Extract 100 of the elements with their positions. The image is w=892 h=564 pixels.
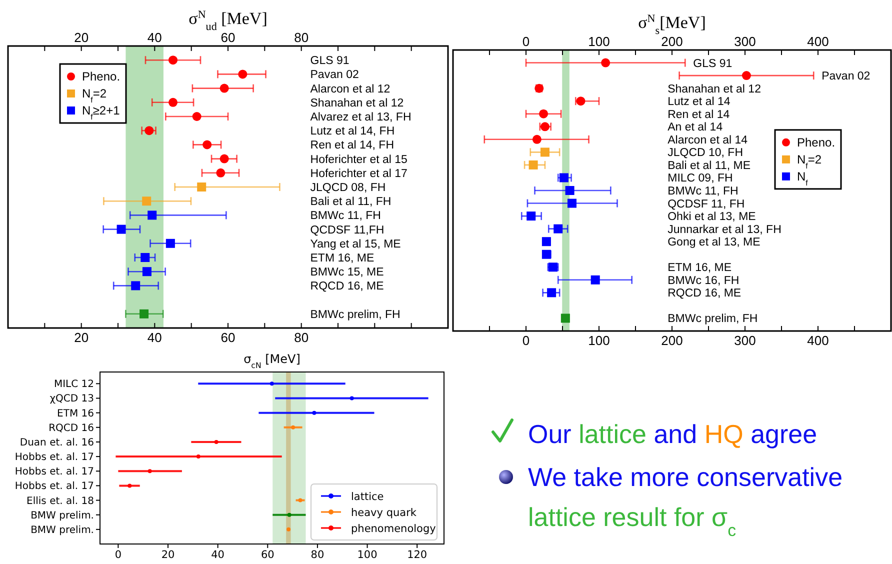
x-tick-label: 200 bbox=[661, 333, 683, 348]
point bbox=[554, 224, 563, 234]
y-tick-label: BMWc 15, ME bbox=[310, 266, 384, 279]
y-tick-label: BMWc prelim, FH bbox=[310, 308, 400, 321]
point bbox=[291, 425, 296, 430]
legend-label: lattice bbox=[351, 491, 384, 503]
y-tick-label: JLQCD 08, FH bbox=[310, 182, 386, 194]
point bbox=[312, 410, 316, 415]
chart-title: σ$^{N}$$_{s}$[MeV] bbox=[638, 13, 706, 37]
x-tick-label: 60 bbox=[260, 549, 274, 561]
y-tick-label: Gong et al 13, ME bbox=[668, 236, 761, 249]
point bbox=[238, 70, 248, 79]
legend-label: N$_{f}$ bbox=[797, 169, 809, 187]
x2-tick-label: 400 bbox=[807, 34, 829, 49]
point bbox=[216, 168, 226, 178]
y-tick-label: Hobbs et. al. 17 bbox=[14, 466, 94, 478]
y-tick-label: BMWc 11, FH bbox=[310, 210, 381, 222]
point bbox=[196, 454, 200, 459]
y-tick-label: Bali et al 11, ME bbox=[668, 160, 751, 172]
y-tick-label: Alarcon et al 14 bbox=[668, 134, 748, 146]
point bbox=[220, 154, 229, 164]
point bbox=[142, 267, 152, 276]
point bbox=[565, 186, 574, 195]
point bbox=[168, 98, 178, 107]
point bbox=[197, 182, 206, 192]
y-tick-label: Shanahan et al 12 bbox=[668, 83, 761, 96]
x-tick-label: 40 bbox=[211, 549, 225, 561]
y-tick-label: Pavan 02 bbox=[822, 70, 870, 83]
point bbox=[166, 238, 175, 248]
x-tick-label: 20 bbox=[74, 330, 89, 345]
y-tick-label: Ohki et al 13, ME bbox=[668, 211, 756, 224]
x-tick-label: 0 bbox=[522, 333, 530, 348]
x-tick-label: 100 bbox=[357, 549, 378, 561]
y-tick-label: GLS 91 bbox=[693, 58, 732, 70]
x-tick-label: 20 bbox=[161, 549, 175, 561]
y-tick-label: ETM 16 bbox=[57, 408, 94, 420]
y-tick-label: JLQCD 10, FH bbox=[668, 147, 744, 160]
legend-label: Pheno. bbox=[82, 70, 120, 84]
text: We take more conservative bbox=[528, 462, 843, 492]
x2-tick-label: 60 bbox=[220, 30, 236, 45]
point bbox=[567, 198, 576, 208]
x-tick-label: 80 bbox=[294, 330, 309, 345]
point bbox=[140, 253, 150, 262]
x2-tick-label: 0 bbox=[522, 34, 530, 49]
point bbox=[116, 224, 126, 234]
y-tick-label: An et al 14 bbox=[668, 122, 724, 134]
y-tick-label: BMWc prelim, FH bbox=[668, 313, 758, 326]
y-tick-label: BMWc 11, FH bbox=[668, 186, 738, 198]
legend-label: N$_{f}$=2 bbox=[797, 152, 822, 170]
point bbox=[298, 498, 302, 502]
text: Our bbox=[528, 419, 572, 449]
point bbox=[539, 109, 548, 118]
y-tick-label: χQCD 13 bbox=[50, 394, 94, 405]
x-tick-label: 400 bbox=[807, 333, 829, 348]
point bbox=[148, 469, 152, 474]
y-tick-label: ETM 16, ME bbox=[310, 252, 375, 264]
legend-label: heavy quark bbox=[351, 507, 418, 519]
y-tick-label: Duan et. al. 16 bbox=[20, 437, 94, 448]
point bbox=[526, 212, 536, 221]
chart-title: σ$^{N}$$_{ud}$ [MeV] bbox=[188, 9, 268, 33]
point bbox=[128, 484, 132, 488]
x2-tick-label: 40 bbox=[147, 30, 162, 45]
point bbox=[148, 210, 157, 220]
y-tick-label: MILC 09, FH bbox=[668, 172, 733, 185]
x-tick-label: 0 bbox=[114, 549, 122, 561]
point bbox=[270, 382, 274, 386]
x-tick-label: 120 bbox=[407, 549, 428, 561]
point bbox=[528, 160, 538, 170]
y-tick-label: ETM 16, ME bbox=[668, 262, 732, 274]
y-tick-label: Junnarkar et al 13, FH bbox=[668, 224, 782, 236]
x-tick-label: 100 bbox=[588, 333, 610, 348]
point bbox=[287, 512, 292, 517]
text: lattice bbox=[571, 419, 646, 449]
point bbox=[140, 309, 149, 318]
y-tick-label: BMWc 16, FH bbox=[668, 274, 740, 287]
legend-label: N$_{f}$≥2+1 bbox=[82, 104, 120, 121]
point bbox=[742, 71, 751, 80]
y-tick-label: Ren et al 14 bbox=[668, 108, 730, 121]
y-tick-label: Yang et al 15, ME bbox=[310, 238, 402, 250]
x-tick-label: 60 bbox=[220, 330, 236, 345]
y-tick-label: Bali et al 11, FH bbox=[310, 196, 392, 208]
x2-tick-label: 20 bbox=[74, 30, 89, 45]
x2-tick-label: 80 bbox=[294, 30, 309, 45]
y-tick-label: Ellis et. al. 18 bbox=[26, 496, 94, 507]
x-tick-label: 300 bbox=[734, 333, 756, 348]
text: and bbox=[646, 419, 698, 449]
y-tick-label: RQCD 16, ME bbox=[668, 288, 742, 300]
text: lattice result for σ$_{c}$ bbox=[528, 502, 736, 540]
x-tick-label: 40 bbox=[147, 330, 162, 345]
point bbox=[559, 173, 568, 182]
point bbox=[542, 237, 551, 246]
y-tick-label: Shanahan et al 12 bbox=[310, 97, 404, 110]
y-tick-label: Alarcon et al 12 bbox=[310, 83, 390, 96]
y-tick-label: QCDSF 11,FH bbox=[310, 224, 384, 236]
point bbox=[142, 196, 152, 206]
legend-label: phenomenology bbox=[351, 523, 436, 535]
point bbox=[286, 527, 291, 532]
point bbox=[192, 112, 202, 121]
y-tick-label: BMW prelim. bbox=[30, 524, 94, 536]
point bbox=[220, 84, 229, 93]
